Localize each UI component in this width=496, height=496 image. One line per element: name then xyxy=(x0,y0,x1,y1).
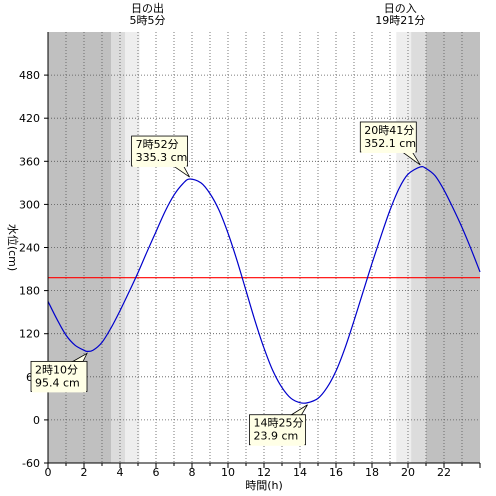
callout-value: 352.1 cm xyxy=(364,137,416,150)
y-tick-label: 300 xyxy=(19,198,40,211)
tide-line xyxy=(47,166,481,404)
x-tick-label: 20 xyxy=(401,466,415,479)
callout-pointer xyxy=(290,404,308,416)
callout-value: 335.3 cm xyxy=(136,151,188,164)
y-tick-label: 120 xyxy=(19,328,40,341)
grid-lines xyxy=(48,32,480,463)
sunset-label: 日の入 xyxy=(384,2,417,15)
callout-box xyxy=(249,414,306,446)
y-tick-label: -60 xyxy=(22,457,40,470)
x-axis-label: 時間(h) xyxy=(245,479,283,492)
x-tick-label: 4 xyxy=(117,466,124,479)
callout-pointer-mask xyxy=(361,149,416,153)
x-tick-label: 16 xyxy=(329,466,343,479)
callout-value: 23.9 cm xyxy=(254,430,299,443)
y-tick-label: 420 xyxy=(19,112,40,125)
sun-labels: 日の出 5時5分 日の入 19時21分 xyxy=(129,1,425,27)
callout-box xyxy=(359,121,417,153)
callout-pointer-mask xyxy=(250,442,305,446)
callout-time: 20時41分 xyxy=(364,124,414,137)
callout-pointer-mask xyxy=(132,164,187,168)
callout-box xyxy=(131,135,189,167)
twilight-band-morning-dark xyxy=(111,32,126,463)
y-tick-label: 0 xyxy=(33,414,40,427)
x-tick-label: 8 xyxy=(189,466,196,479)
sunrise-label: 日の出 xyxy=(131,1,164,15)
sunset-time: 19時21分 xyxy=(375,14,425,27)
x-tick-label: 12 xyxy=(257,466,271,479)
y-tick-label: 180 xyxy=(19,285,40,298)
callout-time: 2時10分 xyxy=(35,363,78,376)
callout-time: 7時52分 xyxy=(136,138,179,151)
y-tick-label: 480 xyxy=(19,69,40,82)
y-tick-labels: -60060120180240300360420480 xyxy=(19,69,40,470)
x-tick-label: 14 xyxy=(293,466,307,479)
callout-time: 14時25分 xyxy=(254,417,304,430)
x-tick-label: 6 xyxy=(153,466,160,479)
y-tick-label: 360 xyxy=(19,155,40,168)
y-tick-label: 240 xyxy=(19,242,40,255)
x-tick-label: 18 xyxy=(365,466,379,479)
x-tick-label: 22 xyxy=(437,466,451,479)
y-axis-label: 水位(cm) xyxy=(6,224,20,271)
tide-series xyxy=(47,166,481,404)
x-tick-label: 0 xyxy=(45,466,52,479)
x-tick-labels: 0 2 4 6 8 10 12 14 16 18 20 22 xyxy=(45,466,452,479)
x-tick-label: 2 xyxy=(81,466,88,479)
callout-pointer-mask xyxy=(32,389,87,393)
x-tick-label: 10 xyxy=(221,466,235,479)
callout-box xyxy=(30,360,88,392)
sunrise-time: 5時5分 xyxy=(129,14,165,27)
callout-value: 95.4 cm xyxy=(35,376,80,389)
callout-pointer xyxy=(71,352,88,362)
